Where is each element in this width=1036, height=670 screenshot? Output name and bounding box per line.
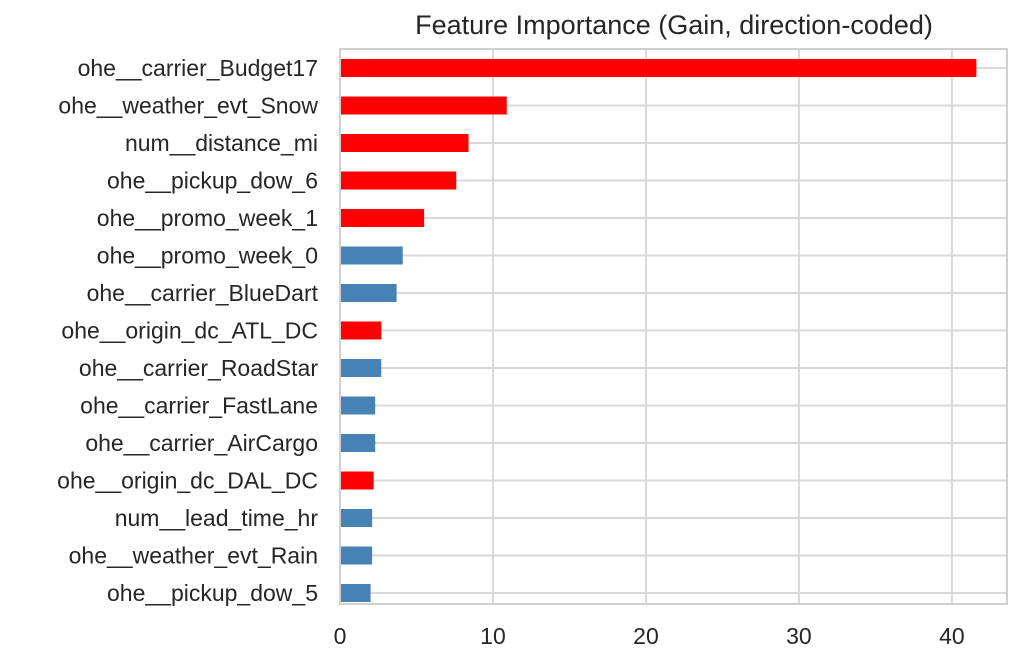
bar-ohe-promo-week-1 [340, 209, 425, 227]
x-axis-tick-labels: 0 10 20 30 40 [334, 623, 965, 649]
plot-border [339, 48, 1008, 605]
grid-lines [339, 49, 1007, 604]
plot-frame [339, 48, 1008, 605]
bar-ohe-carrier-aircargo [340, 434, 376, 452]
bar-ohe-origin-dc-dal-dc [340, 471, 374, 490]
x-tick-label: 0 [334, 623, 347, 649]
y-tick-label: num__distance_mi [125, 130, 318, 156]
y-tick-label: ohe__pickup_dow_6 [107, 168, 318, 194]
y-tick-label: ohe__carrier_Budget17 [78, 55, 318, 81]
y-tick-label: ohe__weather_evt_Snow [58, 93, 318, 119]
chart-title: Feature Importance (Gain, direction-code… [415, 10, 933, 40]
y-tick-label: num__lead_time_hr [115, 505, 319, 531]
bar-ohe-pickup-dow-6 [340, 171, 457, 190]
y-tick-label: ohe__origin_dc_DAL_DC [57, 468, 318, 494]
x-tick-label: 30 [786, 623, 812, 649]
x-tick-label: 20 [633, 623, 659, 649]
bar-ohe-carrier-budget17 [340, 59, 977, 77]
bar-num-distance-mi [340, 134, 469, 152]
y-tick-label: ohe__promo_week_1 [97, 205, 318, 231]
bar-ohe-weather-evt-snow [340, 96, 507, 115]
x-tick-label: 10 [480, 623, 506, 649]
y-tick-label: ohe__carrier_RoadStar [79, 355, 318, 381]
x-tick-label: 40 [939, 623, 965, 649]
bars [340, 59, 977, 602]
y-tick-label: ohe__origin_dc_ATL_DC [61, 318, 318, 344]
bar-ohe-carrier-bluedart [340, 284, 397, 302]
bar-num-lead-time-hr [340, 509, 373, 527]
y-tick-label: ohe__promo_week_0 [97, 243, 318, 269]
y-tick-label: ohe__pickup_dow_5 [107, 580, 318, 606]
y-tick-label: ohe__carrier_FastLane [80, 393, 318, 419]
y-tick-label: ohe__carrier_BlueDart [87, 280, 319, 306]
bar-ohe-carrier-fastlane [340, 396, 376, 415]
bar-ohe-carrier-roadstar [340, 359, 382, 377]
bar-ohe-pickup-dow-5 [340, 584, 371, 602]
y-axis-tick-labels: ohe__carrier_Budget17 ohe__weather_evt_Sn… [57, 55, 318, 606]
y-tick-label: ohe__carrier_AirCargo [85, 430, 318, 456]
y-tick-label: ohe__weather_evt_Rain [69, 543, 318, 569]
bar-ohe-weather-evt-rain [340, 546, 373, 565]
bar-ohe-promo-week-0 [340, 246, 403, 265]
bar-ohe-origin-dc-atl-dc [340, 321, 382, 340]
